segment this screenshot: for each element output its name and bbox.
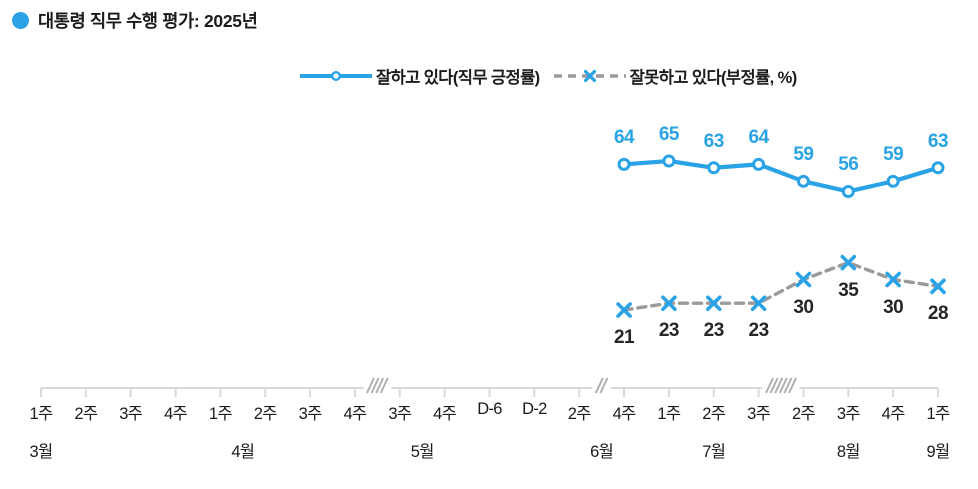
x-axis-week-label: 4주: [164, 405, 188, 423]
data-point-marker: [752, 157, 766, 171]
x-axis-week-label: 1주: [926, 405, 951, 423]
page-title: 대통령 직무 수행 평가: 2025년: [12, 8, 258, 33]
x-axis-week-label: 2주: [74, 405, 98, 423]
x-axis-week-label: 3주: [836, 405, 861, 423]
x-axis-month-label: 8월: [836, 443, 861, 461]
data-point-marker: [795, 271, 812, 288]
x-axis-week-label: 3주: [298, 405, 323, 423]
data-point-label: 23: [748, 320, 770, 342]
data-point-marker: [616, 302, 632, 318]
legend-solid-line-circle-icon: [300, 68, 372, 84]
data-point-label: 59: [883, 144, 904, 166]
series-group: [616, 154, 946, 318]
x-axis-month-label: 6월: [590, 443, 614, 461]
x-axis-month-label: 7월: [702, 443, 726, 461]
bullet-icon: [12, 12, 29, 29]
x-axis-week-label: 2주: [253, 405, 278, 423]
x-axis-week-label: 4주: [433, 405, 457, 423]
x-axis-week-label: 2주: [791, 405, 816, 423]
legend-item-negative: 잘못하고 있다(부정률, %): [553, 64, 798, 88]
data-point-marker: [886, 174, 900, 188]
data-point-marker: [617, 157, 631, 171]
x-axis-week-label: 2주: [702, 405, 726, 423]
chart-legend: 잘하고 있다(직무 긍정률) 잘못하고 있다(부정률, %): [300, 64, 797, 88]
data-point-label: 30: [883, 296, 904, 318]
legend-item-positive: 잘하고 있다(직무 긍정률): [300, 64, 540, 88]
axis-break-mark: [592, 377, 611, 394]
x-axis-week-label: D-6: [477, 400, 502, 418]
data-point-marker: [662, 154, 676, 168]
data-point-marker: [707, 161, 721, 175]
legend-dashed-line-x-icon: [553, 68, 626, 84]
data-point-marker: [931, 161, 945, 175]
x-axis-month-label: 9월: [926, 443, 951, 461]
data-point-label: 23: [703, 320, 725, 342]
data-point-label: 35: [838, 279, 859, 301]
data-point-label: 64: [748, 127, 770, 149]
x-axis-month-label: 3월: [29, 443, 54, 461]
data-point-label: 65: [658, 124, 680, 145]
data-point-marker: [796, 174, 810, 188]
data-point-marker: [661, 295, 677, 312]
data-point-marker: [840, 254, 857, 271]
data-point-label: 63: [703, 130, 725, 152]
x-axis-month-labels: 3월 4월 5월 6월 7월 8월 9월: [0, 438, 978, 468]
data-point-label: 56: [838, 154, 859, 176]
x-axis-week-label: 4주: [343, 405, 367, 423]
legend-label-positive: 잘하고 있다(직무 긍정률): [376, 69, 540, 87]
x-axis-month-label: 4월: [231, 443, 255, 461]
data-point-marker: [750, 295, 767, 312]
data-point-label: 21: [613, 327, 635, 348]
x-axis-week-label: 1주: [29, 405, 54, 423]
axis-break-mark: [762, 377, 800, 394]
x-axis-week-label: 1주: [208, 405, 233, 423]
data-point-label: 28: [927, 303, 949, 325]
data-point-marker: [930, 278, 946, 295]
x-axis-week-labels: 1주 2주 3주 4주 1주 2주 3주 4주 3주 4주 D-6 D-2 2주 4주 1주 2주 3주 2주 3주…: [0, 400, 978, 430]
x-axis: [40, 377, 939, 397]
legend-label-negative: 잘못하고 있다(부정률, %): [629, 69, 798, 87]
axis-break-mark: [363, 377, 392, 394]
x-axis-week-label: 2주: [567, 405, 592, 423]
x-axis-week-label: D-2: [522, 400, 547, 418]
x-axis-month-label: 5월: [410, 443, 435, 461]
data-point-label: 64: [613, 127, 635, 149]
data-point-marker: [841, 184, 855, 198]
data-point-marker: [705, 295, 722, 312]
data-point-marker: [885, 271, 901, 288]
data-point-label: 23: [658, 320, 680, 342]
x-axis-week-label: 3주: [747, 405, 771, 423]
x-axis-week-label: 1주: [657, 405, 681, 423]
data-point-label: 30: [793, 296, 814, 318]
x-axis-week-label: 3주: [388, 405, 412, 423]
x-axis-week-label: 3주: [119, 405, 143, 423]
x-axis-week-label: 4주: [881, 405, 906, 423]
data-point-label: 63: [927, 130, 949, 152]
data-point-label: 59: [793, 144, 814, 166]
page-title-text: 대통령 직무 수행 평가: 2025년: [38, 11, 258, 31]
x-axis-week-label: 4주: [612, 405, 637, 423]
